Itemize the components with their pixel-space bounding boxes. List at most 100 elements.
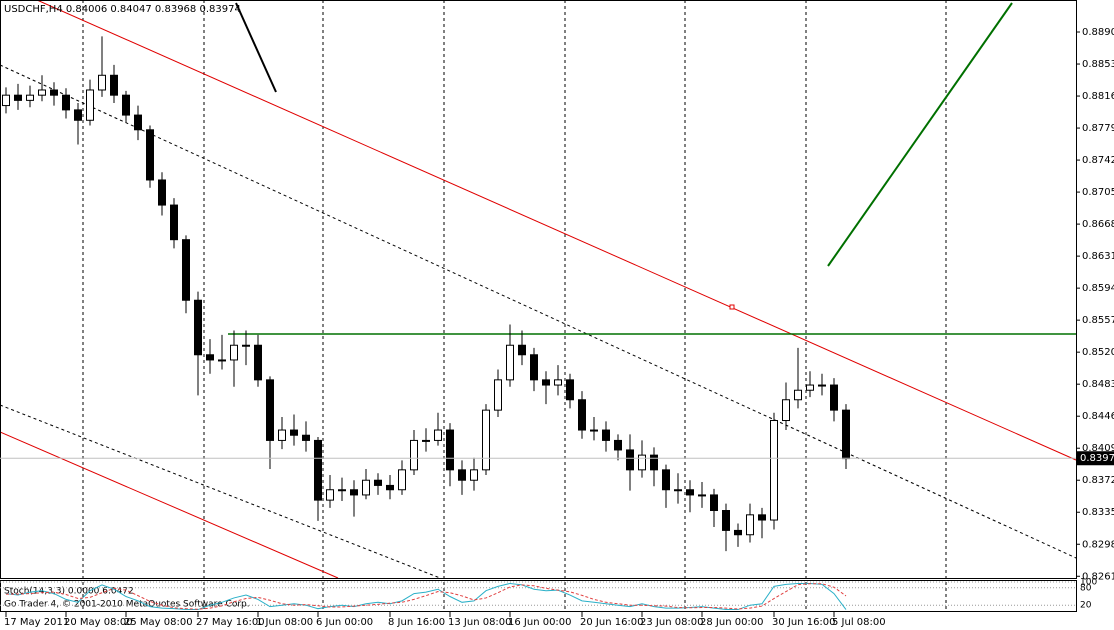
candle-body bbox=[506, 344, 514, 381]
candle-body bbox=[614, 439, 622, 451]
price-label-box bbox=[1077, 451, 1114, 466]
candle-body bbox=[86, 89, 94, 121]
candle-body bbox=[38, 89, 46, 96]
candle-body bbox=[362, 479, 370, 496]
candle-body bbox=[734, 529, 742, 536]
candle-body bbox=[386, 484, 394, 491]
candle-body bbox=[434, 429, 442, 441]
candle-body bbox=[26, 94, 34, 101]
candle-body bbox=[782, 399, 790, 422]
candle-body bbox=[746, 514, 754, 536]
candle-body bbox=[602, 429, 610, 441]
candle-body bbox=[350, 489, 358, 496]
candle-body bbox=[170, 204, 178, 241]
candle-body bbox=[806, 384, 814, 391]
x-tick-label: 20 May 08:00 bbox=[64, 617, 133, 628]
anchor-point bbox=[729, 304, 735, 310]
candle-body bbox=[110, 74, 118, 96]
x-tick-label: 13 Jun 08:00 bbox=[448, 617, 512, 628]
trend-line bbox=[827, 2, 1013, 267]
chart-title: USDCHF,H4 0.84006 0.84047 0.83968 0.8397… bbox=[4, 4, 241, 15]
candle-body bbox=[722, 510, 730, 531]
main-frame bbox=[0, 0, 1077, 579]
x-tick-label: 1 Jun 08:00 bbox=[256, 617, 313, 628]
candle-body bbox=[194, 299, 202, 356]
candle-body bbox=[530, 354, 538, 381]
y-tick-label: 80 bbox=[1080, 583, 1092, 593]
trend-line bbox=[0, 404, 441, 579]
candle-body bbox=[590, 429, 598, 432]
candle-body bbox=[266, 379, 274, 441]
candle-body bbox=[770, 420, 778, 521]
candle-body bbox=[494, 379, 502, 411]
candle-body bbox=[242, 344, 250, 347]
candle-body bbox=[254, 344, 262, 381]
candle-body bbox=[182, 239, 190, 301]
candle-body bbox=[338, 489, 346, 492]
x-tick-label: 28 Jun 00:00 bbox=[700, 617, 764, 628]
candle-body bbox=[326, 489, 334, 501]
candle-body bbox=[158, 179, 166, 206]
candle-body bbox=[830, 384, 838, 411]
candle-body bbox=[842, 409, 850, 460]
candle-body bbox=[422, 439, 430, 442]
x-tick-label: 8 Jun 16:00 bbox=[388, 617, 445, 628]
copyright: Go Trader 4, © 2001-2010 MetaQuotes Soft… bbox=[4, 600, 250, 610]
candle-body bbox=[650, 454, 658, 471]
candle-body bbox=[14, 94, 22, 101]
candle-body bbox=[662, 469, 670, 491]
candle-body bbox=[98, 74, 106, 91]
candle-body bbox=[566, 379, 574, 401]
plot bbox=[2, 36, 850, 552]
candle-body bbox=[302, 434, 310, 441]
y-tick-label: 100 bbox=[1080, 578, 1097, 588]
trend-line bbox=[0, 431, 339, 579]
x-tick-label: 25 May 08:00 bbox=[124, 617, 193, 628]
candle-body bbox=[278, 429, 286, 441]
x-tick-label: 6 Jun 00:00 bbox=[316, 617, 373, 628]
candle-body bbox=[482, 409, 490, 471]
x-tick-label: 23 Jun 08:00 bbox=[640, 617, 704, 628]
x-tick-label: 16 Jun 00:00 bbox=[508, 617, 572, 628]
candle-body bbox=[758, 514, 766, 521]
indicator-title: Stoch(14,3,3) 0.0000 6.0472 bbox=[4, 587, 134, 597]
candle-body bbox=[470, 469, 478, 481]
candle-body bbox=[626, 449, 634, 471]
candle-body bbox=[818, 384, 826, 387]
trend-line bbox=[36, 0, 1077, 461]
candle-body bbox=[458, 469, 466, 481]
trend-line bbox=[235, 2, 277, 93]
candle-body bbox=[146, 129, 154, 181]
drawings bbox=[0, 0, 1077, 579]
candle-body bbox=[314, 439, 322, 501]
candle-body bbox=[230, 344, 238, 361]
candle-body bbox=[134, 114, 142, 131]
candle-body bbox=[2, 94, 10, 107]
candle-body bbox=[518, 344, 526, 356]
x-tick-label: 20 Jun 16:00 bbox=[580, 617, 644, 628]
candle-body bbox=[410, 439, 418, 471]
candle-body bbox=[206, 354, 214, 361]
candle-body bbox=[698, 494, 706, 497]
candle-body bbox=[710, 494, 718, 512]
indicator-line bbox=[6, 583, 847, 610]
candle-body bbox=[578, 399, 586, 431]
y-tick-label: 0.82610 bbox=[1082, 571, 1114, 582]
trend-line bbox=[0, 64, 1077, 559]
candle-body bbox=[794, 389, 802, 401]
x-tick-label: 17 May 2011 bbox=[4, 617, 69, 628]
candle-body bbox=[554, 379, 562, 386]
candle-body bbox=[374, 479, 382, 486]
